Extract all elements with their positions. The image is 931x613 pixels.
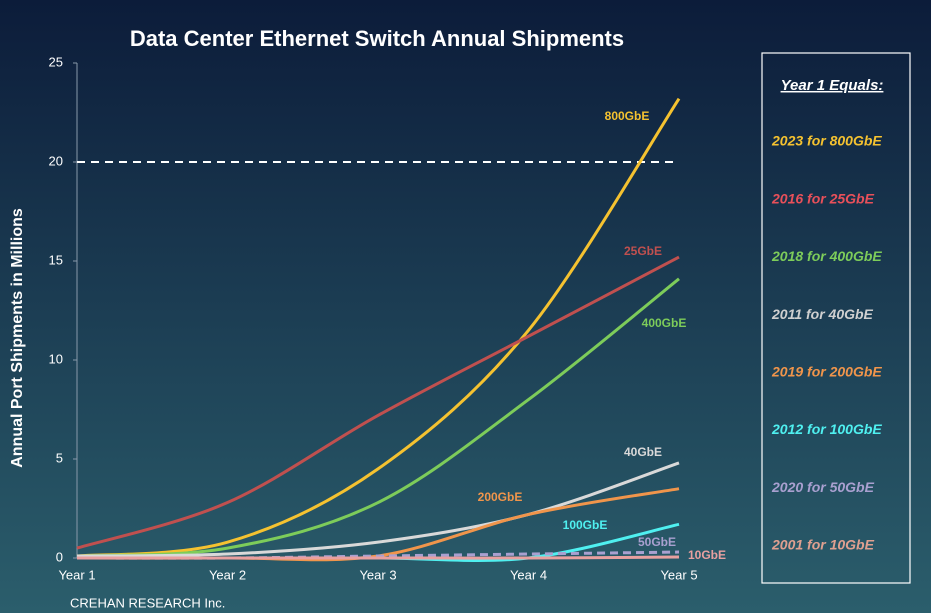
x-tick-label: Year 3 bbox=[359, 567, 396, 582]
legend-title: Year 1 Equals: bbox=[781, 77, 884, 94]
series-line bbox=[76, 97, 681, 558]
legend-entry: 2023 for 800GbE bbox=[771, 133, 882, 149]
series-line bbox=[76, 550, 680, 560]
series-label: 50GbE bbox=[638, 535, 676, 549]
series-line bbox=[77, 555, 680, 560]
y-tick-label: 15 bbox=[49, 252, 63, 267]
x-tick-label: Year 1 bbox=[58, 567, 95, 582]
y-tick-label: 0 bbox=[56, 549, 63, 564]
y-tick-label: 10 bbox=[49, 351, 63, 366]
legend-entry: 2019 for 200GbE bbox=[771, 364, 882, 380]
x-tick-label: Year 4 bbox=[510, 567, 547, 582]
legend-entry: 2016 for 25GbE bbox=[771, 190, 875, 206]
legend-entry: 2020 for 50GbE bbox=[771, 479, 875, 495]
series-label: 800GbE bbox=[605, 109, 650, 123]
legend-entry: 2018 for 400GbE bbox=[771, 248, 882, 264]
series-label: 10GbE bbox=[688, 548, 726, 562]
legend-box bbox=[761, 52, 911, 584]
y-axis-label: Annual Port Shipments in Millions bbox=[9, 208, 26, 468]
series-line bbox=[76, 277, 680, 558]
x-tick-label: Year 2 bbox=[209, 567, 246, 582]
series-line bbox=[76, 461, 680, 558]
legend-entry: 2012 for 100GbE bbox=[771, 421, 882, 437]
legend-entry: 2001 for 10GbE bbox=[771, 537, 875, 553]
chart-title: Data Center Ethernet Switch Annual Shipm… bbox=[130, 26, 624, 51]
legend-entry: 2011 for 40GbE bbox=[771, 306, 874, 322]
series-line bbox=[76, 255, 680, 550]
series-label: 100GbE bbox=[563, 518, 608, 532]
x-tick-label: Year 5 bbox=[660, 567, 697, 582]
footer: CREHAN RESEARCH Inc. bbox=[70, 595, 225, 610]
series-label: 400GbE bbox=[642, 316, 687, 330]
series-label: 200GbE bbox=[478, 490, 523, 504]
series-label: 25GbE bbox=[624, 244, 662, 258]
y-tick-label: 25 bbox=[49, 54, 63, 69]
y-tick-label: 20 bbox=[49, 153, 63, 168]
y-tick-label: 5 bbox=[56, 450, 63, 465]
series-label: 40GbE bbox=[624, 445, 662, 459]
